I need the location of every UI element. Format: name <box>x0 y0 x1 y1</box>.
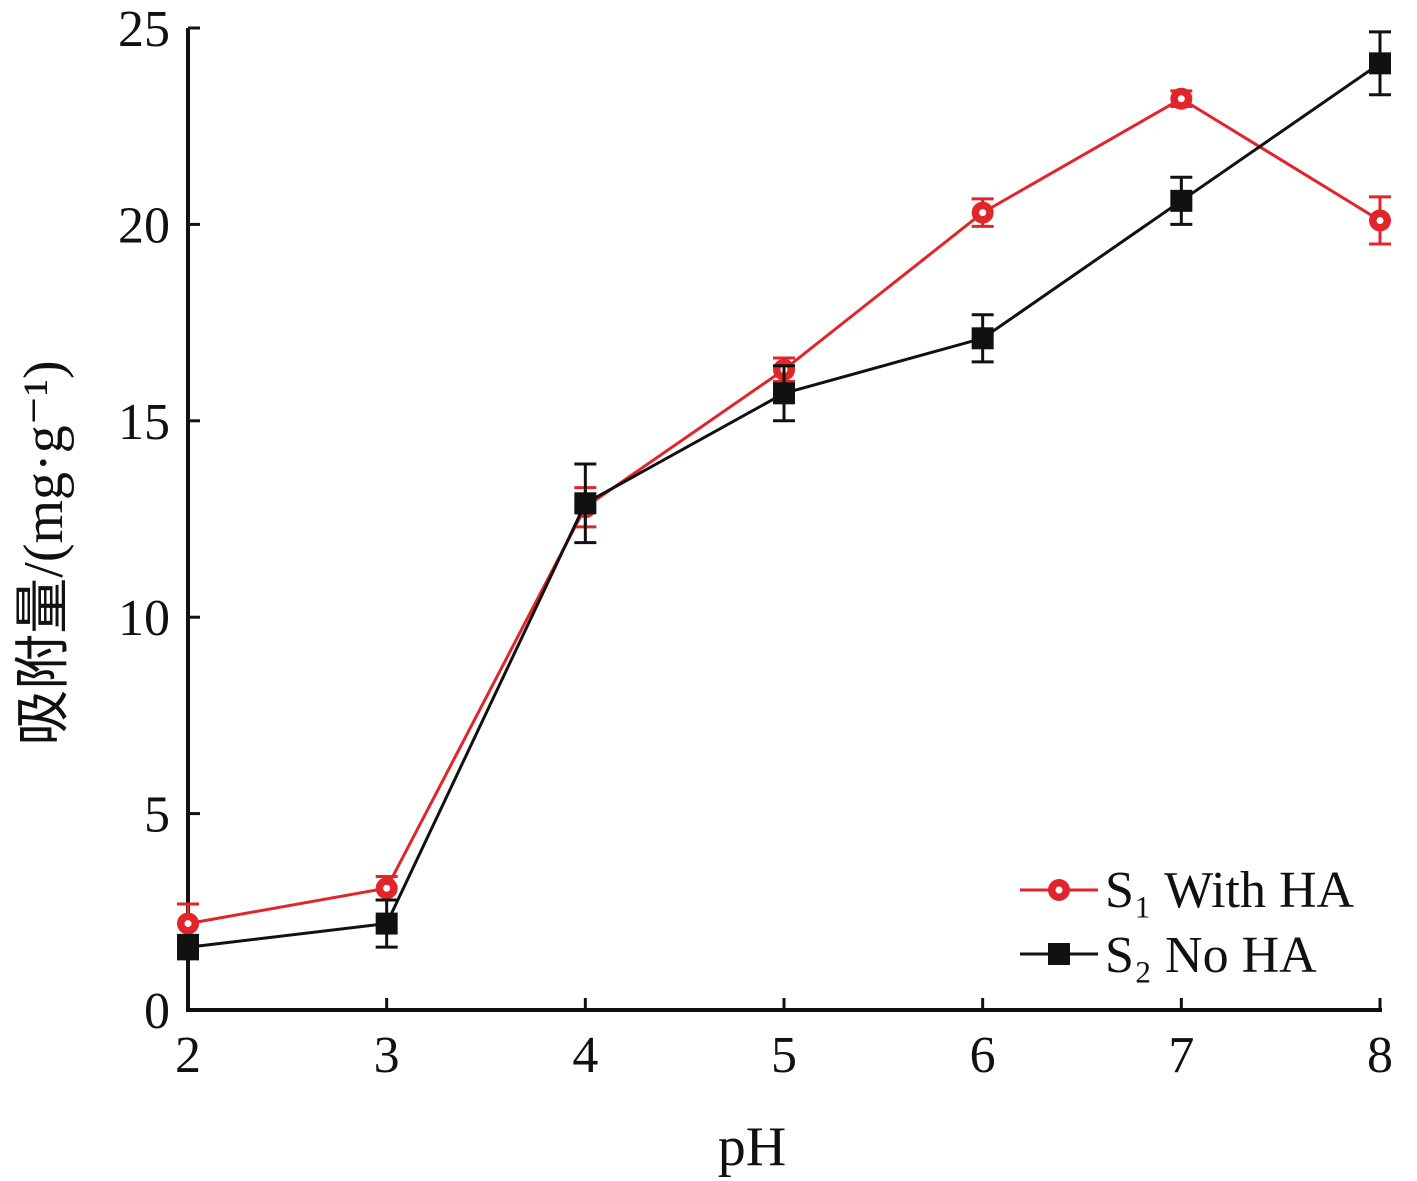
legend: S₁ With HA S₂ No HA <box>1020 862 1355 984</box>
plot-area <box>177 30 1391 961</box>
x-tick-label: 6 <box>970 1027 996 1084</box>
x-ticks: 2 3 4 5 6 7 8 <box>175 998 1393 1084</box>
y-tick-label: 0 <box>144 983 170 1040</box>
data-point-center <box>979 209 987 217</box>
legend-item-s1: S₁ With HA <box>1020 862 1355 919</box>
series-2 <box>177 30 1391 961</box>
data-point-center <box>1376 216 1384 224</box>
data-point <box>177 936 199 959</box>
y-ticks: 0 5 10 15 20 25 <box>118 1 200 1040</box>
data-point-center <box>1177 95 1185 103</box>
x-tick-label: 4 <box>572 1027 598 1084</box>
y-axis: 0 5 10 15 20 25 <box>118 1 200 1040</box>
data-point <box>773 382 795 405</box>
x-tick-label: 3 <box>374 1027 400 1084</box>
data-point-center <box>184 920 192 928</box>
data-point <box>375 912 398 935</box>
y-axis-title: 吸附量/(mg·g⁻¹) <box>13 360 75 745</box>
data-point-center <box>383 884 391 892</box>
x-tick-label: 7 <box>1168 1027 1194 1084</box>
legend-label-s1: S₁ With HA <box>1105 862 1355 919</box>
y-tick-label: 20 <box>118 197 170 254</box>
legend-label-s2: S₂ No HA <box>1105 927 1317 984</box>
x-tick-label: 8 <box>1367 1027 1393 1084</box>
series-1-line <box>187 96 1381 926</box>
series-2-line <box>187 62 1381 949</box>
data-point <box>574 492 597 515</box>
data-point <box>1170 189 1193 212</box>
legend-marker-s1-center <box>1055 886 1063 894</box>
legend-item-s2: S₂ No HA <box>1020 927 1317 984</box>
y-tick-label: 10 <box>118 590 170 647</box>
x-tick-label: 5 <box>771 1027 797 1084</box>
x-axis: 2 3 4 5 6 7 8 <box>175 998 1393 1084</box>
y-tick-label: 5 <box>144 787 170 844</box>
series-1 <box>177 87 1391 945</box>
data-point <box>1369 52 1391 75</box>
y-tick-label: 25 <box>118 1 170 58</box>
x-tick-label: 2 <box>175 1027 201 1084</box>
data-point <box>971 327 994 350</box>
x-axis-title: pH <box>718 1116 786 1178</box>
y-tick-label: 15 <box>118 394 170 451</box>
legend-marker-s2 <box>1048 943 1070 965</box>
